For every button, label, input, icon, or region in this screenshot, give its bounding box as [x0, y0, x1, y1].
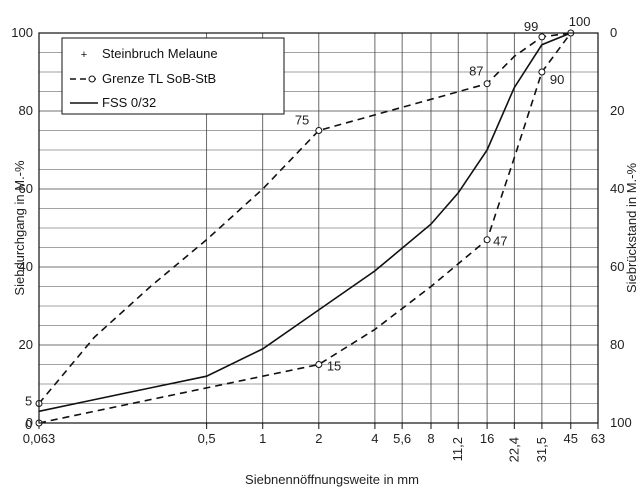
limit-point-label: 5	[25, 394, 32, 409]
x-tick-label: 8	[427, 431, 434, 446]
y-left-tick-label: 80	[19, 103, 33, 118]
legend-item-grenze: Grenze TL SoB-StB	[70, 71, 216, 86]
x-tick-label: 0,5	[198, 431, 216, 446]
series-layer	[38, 32, 572, 424]
limit-point-marker	[315, 361, 323, 368]
y-left-tick-label: 100	[11, 25, 33, 40]
x-tick-label: 1	[259, 431, 266, 446]
limit-point-marker	[315, 127, 323, 134]
legend-item-fss: FSS 0/32	[70, 95, 156, 110]
y-right-tick-label: 0	[610, 25, 617, 40]
x-tick-label: 2	[315, 431, 322, 446]
y-axis-left-title: Siebdurchgang in M.-%	[12, 160, 27, 296]
limit-point-marker	[538, 33, 546, 41]
legend-label-grenze: Grenze TL SoB-StB	[102, 71, 216, 86]
y-left-tick-label: 60	[19, 181, 33, 196]
legend-box	[61, 37, 285, 115]
limit-point-label: 15	[327, 359, 341, 374]
ticks-layer: 0 20 40 60 80 100 0 20 40 60 80 100 0,063 0,5 1 2 4 5,6 8 1…	[11, 25, 631, 462]
legend-label-steinbruch: Steinbruch Melaune	[102, 46, 218, 61]
legend-marker-plus: +	[81, 49, 87, 61]
legend-marker-circle	[88, 75, 96, 83]
x-axis-title: Siebnennöffnungsweite in mm	[245, 472, 419, 487]
annotations-layer: 5 0 75 15 87 47 99 90 100	[25, 14, 590, 432]
limit-point-label: 75	[295, 113, 309, 128]
x-tick-label: 22,4	[506, 437, 521, 462]
x-tick-label: 5,6	[393, 431, 411, 446]
y-left-tick-label: 40	[19, 259, 33, 274]
x-tick-label: 63	[591, 431, 605, 446]
limit-point-label: 99	[524, 19, 538, 34]
limit-point-label: 100	[569, 14, 591, 29]
grenze-lower-line	[38, 32, 572, 424]
limit-point-marker	[483, 80, 491, 88]
limit-point-label: 0	[25, 417, 32, 432]
x-tick-label: 16	[480, 431, 494, 446]
y-axis-right-title: Siebrückstand in M.-%	[624, 163, 639, 293]
legend-label-fss: FSS 0/32	[102, 95, 156, 110]
y-right-tick-label: 60	[610, 259, 624, 274]
legend-item-steinbruch: + Steinbruch Melaune	[81, 46, 218, 61]
y-right-tick-label: 40	[610, 181, 624, 196]
limit-point-marker	[483, 236, 491, 244]
x-tick-label: 45	[564, 431, 578, 446]
x-tick-label: 31,5	[534, 437, 549, 462]
limit-point-label: 47	[493, 234, 507, 249]
y-right-tick-label: 20	[610, 103, 624, 118]
grenze-upper-line	[38, 32, 571, 405]
limit-point-label: 87	[469, 64, 483, 79]
y-left-tick-label: 0	[26, 415, 33, 430]
legend: + Steinbruch Melaune Grenze TL SoB-StB F…	[61, 37, 285, 115]
y-right-tick-label: 80	[610, 337, 624, 352]
grid	[39, 33, 598, 423]
x-tick-label: 0,063	[23, 431, 56, 446]
y-right-tick-label: 100	[610, 415, 632, 430]
x-tick-label: 11,2	[450, 437, 465, 461]
limit-point-label: 90	[550, 72, 564, 87]
y-left-tick-label: 20	[19, 337, 33, 352]
limit-point-marker	[538, 68, 546, 76]
fss-line	[38, 32, 572, 413]
x-tick-label: 4	[371, 431, 378, 446]
plot-frame	[38, 32, 599, 424]
